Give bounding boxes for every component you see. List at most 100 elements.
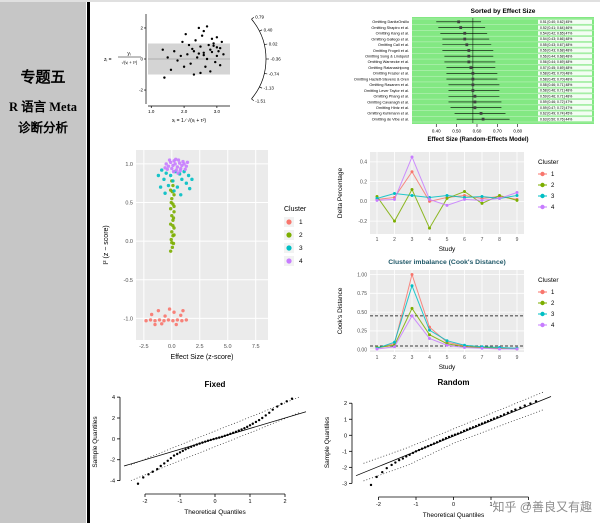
svg-text:0: 0 [213, 499, 216, 505]
svg-text:0.56 [0.44; 0.68] 48%: 0.56 [0.44; 0.68] 48% [540, 54, 572, 58]
svg-text:6: 6 [463, 237, 466, 243]
svg-text:Omitting Gallego et al.: Omitting Gallego et al. [371, 37, 409, 41]
watermark-text: 知乎 @善良又有趣 [492, 500, 592, 514]
svg-text:0.80: 0.80 [513, 129, 522, 134]
svg-text:1: 1 [551, 290, 555, 296]
radial-plot: -2 0 2 1.0 2.0 3.0 xᵢ = 1 ∕ √(vᵢ + τ²) zᵢ = yᵢ √(… [100, 4, 300, 142]
svg-text:2.0: 2.0 [181, 109, 188, 114]
svg-text:2: 2 [551, 183, 555, 189]
svg-text:Fixed: Fixed [205, 380, 226, 389]
svg-text:Cluster: Cluster [538, 159, 559, 166]
svg-text:Omitting Frazier et al.: Omitting Frazier et al. [373, 72, 409, 76]
svg-text:4: 4 [428, 237, 431, 243]
svg-text:0.50: 0.50 [452, 129, 461, 134]
svg-text:-2: -2 [139, 88, 143, 93]
svg-text:Omitting Ratanasiripong: Omitting Ratanasiripong [368, 66, 409, 70]
svg-text:0.54 [0.42; 0.65] 47%: 0.54 [0.42; 0.65] 47% [540, 32, 572, 36]
svg-text:-3: -3 [342, 481, 347, 487]
sidebar-title-line2: R 语言 Meta [8, 100, 78, 114]
svg-text:0: 0 [140, 57, 143, 62]
svg-text:1: 1 [376, 237, 379, 243]
svg-text:Sample Quantiles: Sample Quantiles [324, 416, 331, 468]
svg-text:Effect Size (Random-Effects Mo: Effect Size (Random-Effects Model) [427, 137, 528, 143]
svg-text:Omitting Rasanen et al.: Omitting Rasanen et al. [369, 83, 409, 87]
watermark: 知乎 @善良又有趣 [492, 498, 592, 515]
svg-text:-2.5: -2.5 [139, 344, 148, 350]
vertical-divider [87, 2, 90, 523]
svg-text:Omitting Kang et al.: Omitting Kang et al. [376, 32, 409, 36]
svg-text:1: 1 [489, 502, 492, 508]
svg-text:-1: -1 [414, 502, 419, 508]
svg-text:-0.2: -0.2 [358, 219, 367, 225]
svg-text:0.0: 0.0 [360, 199, 367, 205]
svg-text:0.0: 0.0 [125, 239, 133, 245]
svg-text:0.58 [0.45; 0.70] 48%: 0.58 [0.45; 0.70] 48% [540, 77, 572, 81]
forest-plot-svg: Sorted by Effect Size Omitting DanitzOrsi… [354, 8, 594, 143]
svg-text:Omitting Hazlett-Stevens & Ore: Omitting Hazlett-Stevens & Oren [354, 77, 409, 81]
svg-text:0.60: 0.60 [473, 129, 482, 134]
svg-text:2: 2 [393, 237, 396, 243]
svg-text:-1.51: -1.51 [255, 98, 266, 103]
svg-text:1: 1 [248, 499, 251, 505]
svg-text:Omitting Call et al.: Omitting Call et al. [378, 43, 409, 47]
svg-text:-1: -1 [342, 449, 347, 455]
svg-text:zᵢ =: zᵢ = [104, 57, 112, 63]
svg-text:-4: -4 [110, 479, 115, 485]
svg-text:-2: -2 [342, 465, 347, 471]
svg-text:0.52 [0.41; 0.64] 46%: 0.52 [0.41; 0.64] 46% [540, 26, 572, 30]
svg-text:Omitting Song & Lindquist: Omitting Song & Lindquist [365, 54, 410, 58]
sidebar-title-line3: 诊断分析 [17, 121, 68, 136]
svg-text:-0.74: -0.74 [269, 71, 280, 76]
svg-text:-1.0: -1.0 [124, 316, 133, 322]
svg-text:0.2: 0.2 [360, 179, 367, 185]
svg-text:0.75: 0.75 [357, 291, 367, 297]
svg-text:3: 3 [411, 237, 414, 243]
svg-text:0: 0 [112, 437, 115, 443]
svg-text:4: 4 [112, 395, 115, 401]
svg-text:-1: -1 [178, 499, 183, 505]
sidebar-title-line1: 专题五 [20, 70, 66, 86]
svg-text:yᵢ: yᵢ [127, 51, 131, 57]
svg-text:0.58 [0.46; 0.71] 48%: 0.58 [0.46; 0.71] 48% [540, 89, 572, 93]
svg-text:Sample Quantiles: Sample Quantiles [92, 416, 99, 468]
cooks-distance-plot: Cluster imbalance (Cook's Distance) 1 2 3 4 5… [332, 254, 594, 376]
qq-plot-fixed: Fixed -4 -2 0 2 4 -2 -1 0 1 2 Theoretical Quantiles… [88, 378, 320, 518]
svg-text:-1.13: -1.13 [264, 86, 275, 91]
svg-text:Study: Study [439, 246, 456, 253]
svg-text:0.70: 0.70 [493, 129, 502, 134]
svg-text:4: 4 [428, 355, 431, 361]
svg-text:Delta Percentage: Delta Percentage [337, 168, 344, 219]
svg-text:0.59 [0.46; 0.71] 48%: 0.59 [0.46; 0.71] 48% [540, 94, 572, 98]
svg-text:7: 7 [481, 355, 484, 361]
svg-text:5: 5 [446, 237, 449, 243]
svg-text:6: 6 [463, 355, 466, 361]
qq-random-svg: Random -3 -2 -1 0 1 2 -2 -1 0 1 2 Theoretical Quanti… [324, 378, 552, 519]
svg-text:Omitting de Vibe et al.: Omitting de Vibe et al. [372, 117, 409, 121]
svg-text:0.55 [0.43; 0.67] 48%: 0.55 [0.43; 0.67] 48% [540, 43, 572, 47]
qq-plot-random: Random -3 -2 -1 0 1 2 -2 -1 0 1 2 Theoretical Quanti… [320, 376, 565, 521]
svg-text:Theoretical Quantiles: Theoretical Quantiles [184, 509, 246, 516]
svg-text:2: 2 [299, 232, 303, 239]
svg-text:-2: -2 [376, 502, 381, 508]
svg-text:1.0: 1.0 [125, 162, 133, 168]
delta-percentage-plot: 1 2 3 4 5 6 7 8 9 -0.2 0.0 0.2 0.4 Study Delta Percent… [332, 144, 594, 258]
svg-text:4: 4 [299, 258, 303, 265]
svg-text:1: 1 [344, 417, 347, 423]
svg-text:2: 2 [344, 401, 347, 407]
svg-text:Omitting Shapiro et al.: Omitting Shapiro et al. [371, 26, 409, 30]
svg-text:Study: Study [439, 364, 456, 371]
svg-text:0.54 [0.43; 0.66] 48%: 0.54 [0.43; 0.66] 48% [540, 37, 572, 41]
svg-text:0.59 [0.47; 0.72] 47%: 0.59 [0.47; 0.72] 47% [540, 106, 572, 110]
svg-text:I² (z − score): I² (z − score) [103, 225, 110, 264]
svg-text:0.51 [0.40; 0.62] 45%: 0.51 [0.40; 0.62] 45% [540, 20, 572, 24]
svg-text:Random: Random [438, 378, 470, 387]
svg-text:Cook's Distance: Cook's Distance [337, 287, 344, 334]
svg-text:0.4: 0.4 [360, 160, 367, 166]
svg-text:0.40: 0.40 [264, 27, 273, 32]
svg-text:2: 2 [140, 25, 143, 30]
svg-text:9: 9 [516, 237, 519, 243]
svg-text:3: 3 [551, 194, 555, 200]
svg-text:0.0: 0.0 [168, 344, 176, 350]
sidebar: 专题五 R 语言 Meta 诊断分析 [0, 2, 86, 523]
svg-text:0.02: 0.02 [269, 42, 278, 47]
